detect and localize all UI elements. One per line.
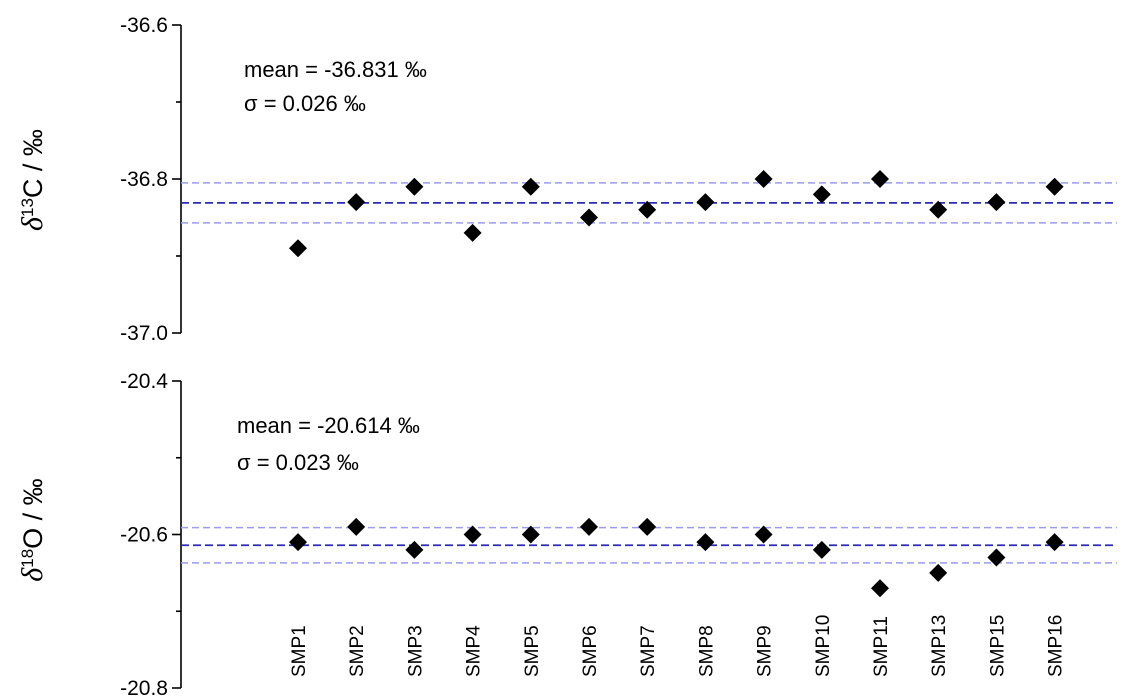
o18-data-point [754,525,773,544]
o18-data-point [812,540,831,559]
c13-data-point [696,193,715,212]
o18-data-point [696,533,715,552]
c13-tick-label: -36.8 [120,168,168,191]
o18-y-axis-label: δ18O / ‰ [16,478,49,581]
c13-tick-label: -36.6 [120,14,168,37]
o18-data-point [1045,533,1064,552]
category-label: SMP11 [871,616,892,677]
o18-tick-label: -20.6 [120,524,168,547]
category-label: SMP1 [289,625,310,677]
c13-data-point [289,239,307,258]
c13-tick-label: -37.0 [120,322,168,345]
category-label: SMP15 [987,615,1008,677]
o18-data-point [521,525,540,544]
o18-tick-label: -20.4 [120,370,168,393]
o18-mean-annotation: mean = -20.614 ‰ [237,413,420,438]
category-label: SMP5 [522,625,543,677]
category-label: SMP7 [638,625,659,677]
c13-data-point [812,185,831,204]
c13-data-point [638,200,657,219]
category-label: SMP10 [813,615,834,677]
c13-data-point [463,223,482,242]
o18-data-point [347,517,366,536]
c13-data-point [754,170,773,188]
o18-data-point [638,517,657,536]
c13-data-point [405,177,424,196]
c13-data-point [1045,177,1064,196]
o18-data-point [580,517,598,536]
o18-data-point [289,533,307,552]
c13-data-point [929,200,948,219]
o18-data-point [405,540,424,559]
c13-data-point [521,177,540,196]
c13-data-point [347,193,366,212]
o18-sigma-annotation: σ = 0.023 ‰ [237,450,359,475]
c13-data-point [871,170,889,188]
category-label: SMP4 [464,625,485,677]
category-label: SMP6 [580,625,601,677]
category-label: SMP9 [755,625,776,677]
category-label: SMP3 [405,625,426,677]
o18-tick-label: -20.8 [120,677,168,698]
c13-mean-annotation: mean = -36.831 ‰ [244,57,427,82]
o18-data-point [929,563,948,582]
o18-data-point [463,525,482,544]
category-label: SMP8 [696,625,717,677]
category-label: SMP16 [1046,615,1067,677]
category-label: SMP13 [929,615,950,677]
c13-sigma-annotation: σ = 0.026 ‰ [244,91,366,116]
o18-data-point [871,579,889,598]
o18-data-point [987,548,1006,567]
category-label: SMP2 [347,625,368,677]
c13-data-point [987,193,1006,212]
c13-y-axis-label: δ13C / ‰ [16,129,49,231]
c13-data-point [580,208,598,227]
